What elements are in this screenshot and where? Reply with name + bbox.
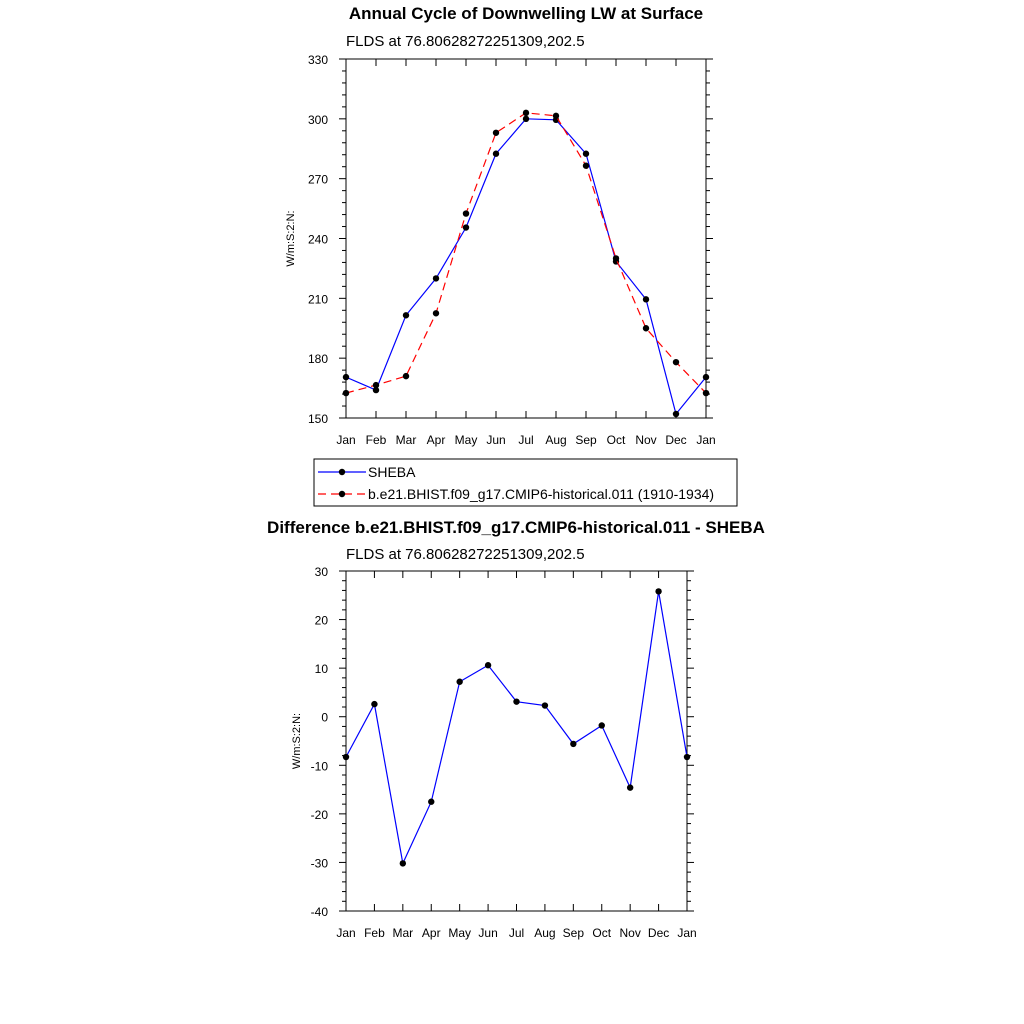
series-line-1: [345, 118, 707, 416]
data-point: [642, 296, 650, 303]
data-point: [626, 784, 634, 791]
x-tick-label: Feb: [364, 926, 385, 940]
chart-title: Difference b.e21.BHIST.f09_g17.CMIP6-his…: [267, 518, 765, 537]
x-tick-label: Jan: [696, 433, 715, 447]
legend: SHEBA b.e21.BHIST.f09_g17.CMIP6-historica…: [313, 458, 738, 507]
data-point: [462, 224, 470, 231]
y-tick-label: 300: [308, 113, 328, 127]
data-point: [598, 722, 605, 729]
legend-marker-2: [338, 490, 346, 498]
data-point: [582, 162, 590, 169]
data-point: [342, 373, 350, 381]
data-point: [570, 740, 577, 748]
data-point: [342, 753, 350, 761]
x-tick-label: Nov: [635, 433, 656, 447]
y-tick-label: 210: [308, 292, 328, 306]
y-tick-label: 0: [321, 711, 328, 725]
y-tick-label: 10: [315, 662, 329, 676]
data-point: [513, 698, 520, 705]
data-point: [399, 860, 407, 867]
x-tick-label: Aug: [534, 926, 555, 940]
x-tick-label: Jul: [518, 433, 533, 447]
data-point: [582, 150, 590, 157]
legend-label-2: b.e21.BHIST.f09_g17.CMIP6-historical.011…: [368, 486, 714, 502]
plot-frame: [345, 570, 688, 912]
x-tick-label: Feb: [366, 433, 387, 447]
legend-marker-1: [338, 468, 346, 476]
x-tick-label: Jul: [509, 926, 524, 940]
y-axis-label: W/m:S:2:N:: [285, 210, 297, 266]
data-point: [484, 662, 492, 669]
data-point: [672, 358, 680, 366]
data-point: [541, 702, 549, 709]
x-tick-label: Jun: [478, 926, 497, 940]
data-point: [428, 798, 435, 805]
chart-subtitle: FLDS at 76.80628272251309,202.5: [346, 546, 585, 563]
y-tick-label: 20: [315, 614, 329, 628]
series-line-1: [345, 591, 688, 866]
x-tick-label: Mar: [396, 433, 417, 447]
data-point: [372, 381, 380, 389]
x-tick-label: Oct: [607, 433, 626, 447]
y-tick-label: 30: [315, 565, 329, 579]
y-tick-label: 180: [308, 352, 328, 366]
y-tick-label: -40: [311, 905, 329, 919]
x-tick-label: Jan: [677, 926, 696, 940]
data-point: [402, 312, 410, 319]
data-point: [683, 753, 691, 761]
data-point: [372, 386, 380, 394]
x-tick-label: Jan: [336, 433, 355, 447]
chart-subtitle: FLDS at 76.80628272251309,202.5: [346, 33, 585, 50]
x-tick-label: Nov: [619, 926, 640, 940]
data-point: [456, 678, 463, 685]
y-tick-label: -30: [311, 856, 329, 870]
x-tick-label: Mar: [392, 926, 413, 940]
data-point: [672, 410, 680, 418]
y-tick-label: -10: [311, 759, 329, 773]
data-point: [642, 325, 650, 332]
y-tick-label: 240: [308, 233, 328, 247]
x-tick-label: Jan: [336, 926, 355, 940]
x-tick-label: Jun: [486, 433, 505, 447]
data-point: [402, 372, 410, 380]
data-point: [702, 373, 710, 381]
x-tick-label: Apr: [422, 926, 441, 940]
x-tick-label: May: [448, 926, 471, 940]
chart-title: Annual Cycle of Downwelling LW at Surfac…: [349, 4, 703, 23]
data-point: [702, 389, 710, 397]
x-tick-label: Sep: [563, 926, 585, 940]
y-tick-label: 330: [308, 53, 328, 67]
legend-box: [313, 458, 738, 507]
data-point: [342, 389, 350, 397]
data-point: [655, 588, 662, 595]
x-tick-label: Aug: [545, 433, 566, 447]
y-tick-label: -20: [311, 808, 329, 822]
x-tick-label: May: [455, 433, 478, 447]
x-tick-label: Dec: [648, 926, 669, 940]
data-point: [432, 275, 440, 282]
chart-2: Difference b.e21.BHIST.f09_g17.CMIP6-his…: [267, 518, 765, 940]
chart-1: Annual Cycle of Downwelling LW at Surfac…: [285, 4, 738, 507]
data-point: [492, 129, 500, 136]
y-tick-label: 150: [308, 412, 328, 426]
data-point: [432, 310, 440, 317]
x-tick-label: Oct: [592, 926, 611, 940]
y-tick-label: 270: [308, 173, 328, 187]
data-point: [492, 150, 500, 157]
data-point: [552, 112, 560, 120]
data-point: [612, 255, 620, 262]
data-point: [522, 109, 530, 117]
x-tick-label: Apr: [427, 433, 446, 447]
y-axis-label: W/m:S:2:N:: [291, 713, 303, 769]
x-tick-label: Sep: [575, 433, 597, 447]
series-line-2: [345, 112, 707, 394]
data-point: [522, 115, 530, 123]
legend-label-1: SHEBA: [368, 464, 416, 480]
data-point: [371, 700, 378, 708]
x-tick-label: Dec: [665, 433, 686, 447]
data-point: [462, 210, 470, 217]
